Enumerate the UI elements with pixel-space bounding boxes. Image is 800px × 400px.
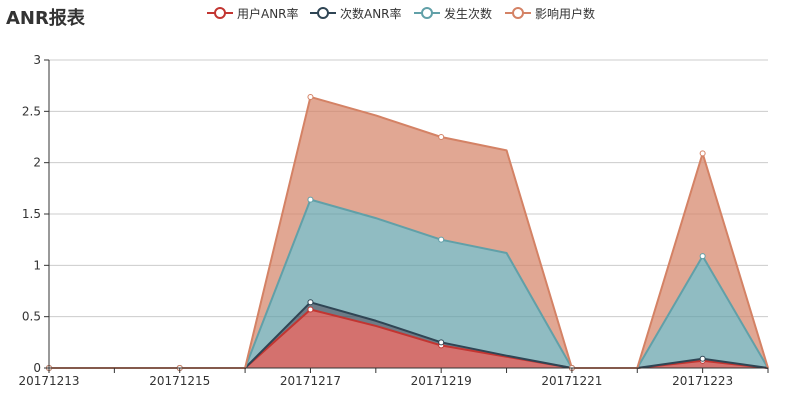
legend-item[interactable]: 影响用户数	[505, 4, 595, 22]
data-point	[699, 253, 706, 260]
y-tick-label: 0	[33, 361, 41, 375]
y-tick-label: 1.5	[22, 207, 41, 221]
x-tick-label: 20171213	[18, 374, 79, 388]
legend: 用户ANR率 次数ANR率 发生次数 影响用户数	[0, 4, 800, 22]
data-point	[438, 134, 445, 140]
legend-line-icon	[310, 7, 336, 19]
data-point	[699, 355, 706, 362]
x-tick-label: 20171219	[411, 374, 472, 388]
x-tick-label: 20171217	[280, 374, 341, 388]
y-tick-label: 3	[33, 53, 41, 67]
axes	[44, 59, 769, 373]
data-point	[438, 236, 445, 243]
tick-labels: 0 0.5 1 1.5 2 2.5 3 20171213 20171215 20171217 201…	[18, 53, 733, 388]
series-area-2	[49, 199, 768, 368]
data-point	[307, 299, 314, 306]
series-area-0	[49, 309, 768, 368]
series-area-3	[49, 96, 768, 369]
legend-label: 用户ANR率	[237, 6, 299, 21]
data-point	[307, 196, 314, 203]
data-point	[307, 93, 314, 100]
legend-label: 影响用户数	[535, 6, 596, 21]
legend-line-icon	[207, 7, 233, 19]
y-tick-label: 1	[33, 258, 41, 272]
y-tick-label: 2.5	[22, 104, 41, 118]
legend-item[interactable]: 用户ANR率	[207, 4, 299, 22]
legend-label: 发生次数	[444, 6, 493, 21]
legend-line-icon	[414, 7, 440, 19]
legend-line-icon	[505, 7, 531, 19]
chart-title: ANR报表	[6, 8, 85, 29]
data-point	[307, 306, 314, 313]
data-point	[438, 339, 445, 346]
y-tick-label: 0.5	[22, 310, 41, 324]
data-point	[699, 150, 706, 157]
x-tick-label: 20171223	[672, 374, 733, 388]
legend-item[interactable]: 发生次数	[414, 4, 492, 22]
legend-item[interactable]: 次数ANR率	[310, 4, 402, 22]
y-tick-label: 2	[33, 156, 41, 170]
x-tick-label: 20171215	[149, 374, 210, 388]
legend-label: 次数ANR率	[340, 6, 402, 21]
x-tick-label: 20171221	[541, 374, 602, 388]
